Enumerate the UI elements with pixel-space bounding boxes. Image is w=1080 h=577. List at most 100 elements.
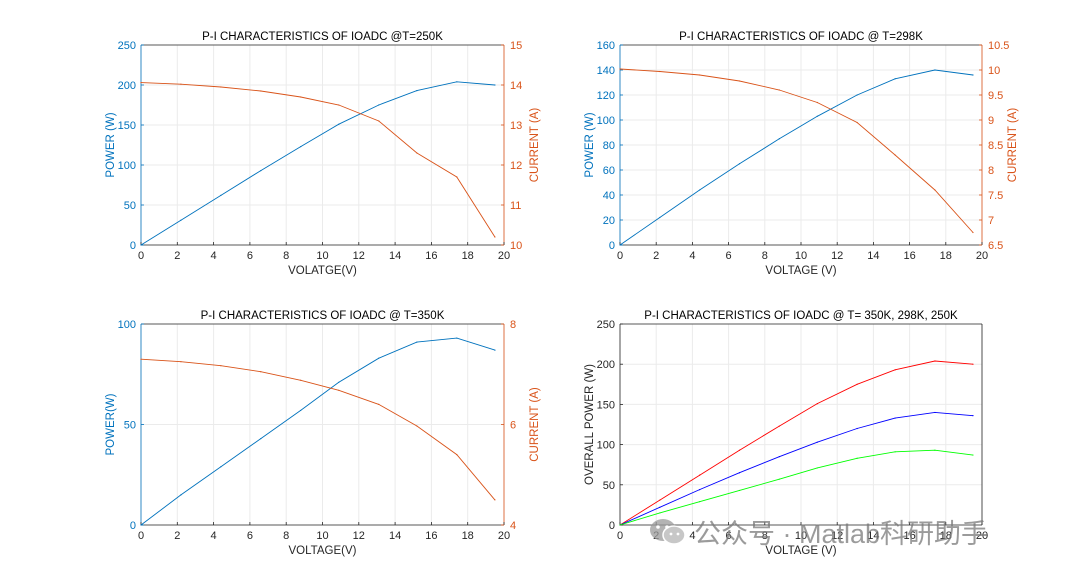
chart-3: 0 2 4 6 8 10 12 14 16 18 20 0 50 100 4 6 8 P-I CHARACTERI… [105,310,541,557]
y-tick-label: 0 [130,240,136,252]
data-point [856,457,858,459]
x-axis-label: VOLATGE(V) [288,265,357,277]
data-point [972,454,974,456]
data-point [856,94,858,96]
x-tick-label: 10 [316,530,328,542]
x-tick-label: 2 [174,250,180,262]
x-axis-label: VOLTAGE (V) [765,545,836,557]
x-tick-label: 8 [762,530,768,542]
x-tick-label: 4 [689,250,695,262]
y2-tick-label: 10.5 [988,40,1009,52]
data-point [619,524,621,526]
y2-axis-label: CURRENT (A) [1007,108,1019,183]
x-axis-label: VOLTAGE (V) [765,265,836,277]
data-point [856,121,858,124]
data-point [220,86,222,88]
chart-title: P-I CHARACTERISTICS OF IOADC @ T= 350K, … [644,310,958,322]
data-point [300,146,302,148]
data-point [494,236,496,238]
data-point [934,449,936,451]
y-tick-label: 100 [597,115,615,127]
x-tick-label: 8 [283,250,289,262]
data-point [456,337,458,339]
data-point [300,409,302,412]
data-point [699,489,701,491]
x-tick-label: 16 [903,530,915,542]
y-tick-label: 200 [597,359,615,371]
x-tick-label: 12 [831,530,843,542]
x-tick-label: 18 [940,250,952,262]
data-point [972,74,974,76]
x-tick-label: 14 [389,250,401,262]
data-point [338,104,340,106]
y-tick-label: 40 [603,190,615,202]
data-point [934,411,936,414]
x-tick-label: 14 [389,530,401,542]
y-axis-label: POWER (W) [584,112,596,177]
data-point [416,152,418,154]
x-tick-label: 4 [211,250,217,262]
series-line-power [140,337,496,526]
series-line-current [140,358,496,501]
x-tick-label: 14 [867,530,879,542]
data-point [659,512,661,514]
y2-tick-label: 7 [988,215,994,227]
x-tick-label: 20 [976,250,988,262]
data-point [378,403,380,405]
data-point [416,341,418,343]
data-point [778,456,780,458]
x-tick-label: 6 [247,250,253,262]
y-tick-label: 50 [124,200,136,212]
data-point [894,369,896,371]
y2-tick-label: 14 [510,80,522,92]
y2-tick-label: 8.5 [988,140,1003,152]
data-point [894,154,896,156]
y2-tick-label: 8 [988,165,994,177]
data-point [738,80,741,82]
x-tick-label: 16 [903,250,915,262]
y2-tick-label: 9 [988,115,994,127]
data-point [816,115,818,117]
data-point [778,478,780,480]
data-point [778,89,780,91]
data-point [659,499,661,501]
y2-tick-label: 10 [510,240,522,252]
data-point [856,383,858,385]
y-tick-label: 0 [609,240,615,252]
y-tick-label: 250 [118,40,136,52]
data-point [180,361,182,363]
data-point [456,454,458,456]
x-tick-label: 8 [762,250,768,262]
x-tick-label: 6 [726,530,732,542]
y-tick-label: 100 [118,160,136,172]
x-tick-label: 10 [795,530,807,542]
y2-tick-label: 8 [510,319,516,331]
data-point [494,499,496,501]
data-point [738,449,741,451]
data-point [816,101,818,104]
data-point [699,501,701,503]
data-point [934,189,936,191]
data-point [378,104,380,106]
data-point [494,84,496,86]
data-point [180,494,182,496]
y2-tick-label: 9.5 [988,90,1003,102]
y-tick-label: 0 [130,520,136,532]
data-point [738,472,741,474]
y2-axis-label: CURRENT (A) [529,387,541,462]
x-tick-label: 18 [462,250,474,262]
y-tick-label: 100 [118,319,136,331]
data-point [738,163,741,165]
series-line-current [619,68,974,233]
data-point [260,170,262,172]
data-point [456,176,458,178]
y2-tick-label: 6.5 [988,240,1003,252]
y2-tick-label: 12 [510,160,522,172]
x-tick-label: 14 [867,250,879,262]
y-tick-label: 160 [597,40,615,52]
data-point [140,524,142,526]
data-point [778,425,780,427]
y-tick-label: 50 [603,480,615,492]
data-point [220,365,222,367]
data-point [816,441,818,443]
